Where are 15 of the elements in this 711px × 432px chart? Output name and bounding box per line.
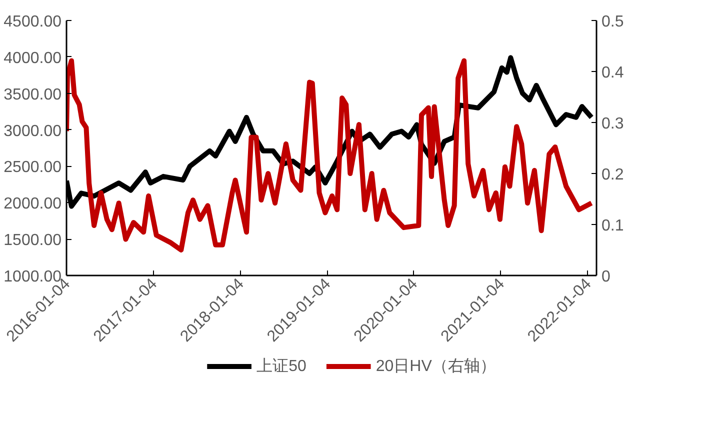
y-tick-label: 3500.00 — [4, 86, 62, 104]
y-tick-label: 2500.00 — [4, 159, 62, 176]
y2-tick-label: 0.3 — [602, 116, 624, 132]
legend-label: 上证50 — [256, 357, 306, 375]
y-tick-label: 4000.00 — [4, 50, 62, 67]
legend-label: 20日HV（右轴） — [376, 357, 496, 375]
y-tick-label: 2000.00 — [4, 196, 62, 213]
y2-tick-label: 0.5 — [602, 14, 624, 30]
y-tick-label: 1500.00 — [4, 232, 62, 250]
y-tick-label: 4500.00 — [4, 14, 62, 30]
y-tick-label: 3000.00 — [4, 122, 62, 140]
y2-tick-label: 0.1 — [602, 218, 624, 234]
y2-tick-label: 0.2 — [602, 166, 624, 184]
y2-tick-label: 0.4 — [602, 64, 624, 82]
y2-tick-label: 0 — [602, 268, 610, 286]
